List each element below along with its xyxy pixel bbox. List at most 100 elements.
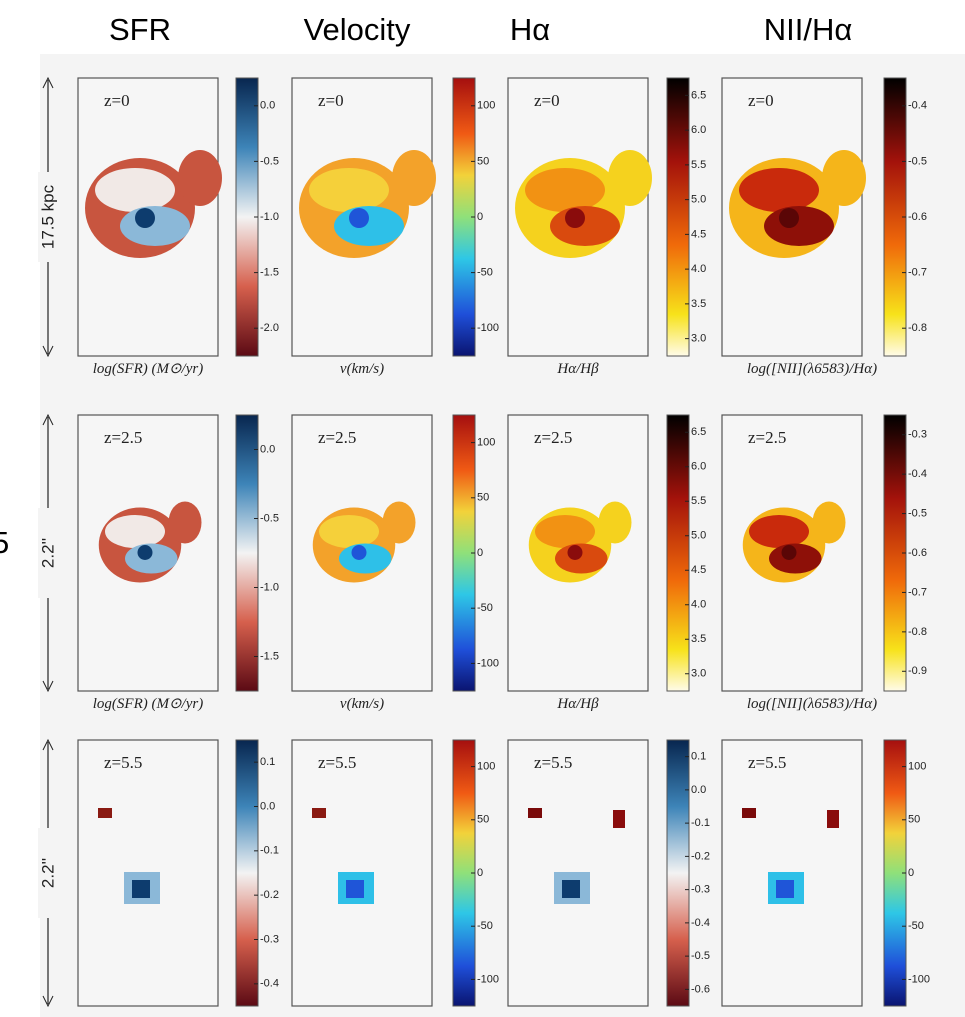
colorbar-tick-label: -50 [477,267,493,279]
map-blob [309,168,389,212]
colorbar-tick-label: 50 [477,492,489,504]
colorbar [667,78,689,356]
colorbar-tick-label: -50 [908,920,924,932]
colorbar-tick-label: 0 [477,867,483,879]
colorbar-tick-label: 6.5 [691,89,706,101]
map-blob [105,515,165,548]
colorbar-tick-label: 0.0 [260,800,275,812]
redshift-label: z=2.5 [318,428,356,447]
colorbar-tick-label: -0.4 [908,468,927,480]
colorbar-tick-label: 50 [477,155,489,167]
colorbar-tick-label: 5.0 [691,194,706,206]
map-blob [169,502,202,544]
map-blob [349,208,369,228]
colorbar-tick-label: -0.6 [908,547,927,559]
colorbar-tick-label: 0.1 [260,756,275,768]
column-header: NII/Hα [764,12,853,47]
redshift-label: z=5.5 [534,753,572,772]
scale-label: 2.2'' [38,538,57,568]
colorbar-tick-label: -0.5 [908,507,927,519]
colorbar-tick-label: -0.1 [260,845,279,857]
map-blob [132,880,150,898]
colorbar-tick-label: 5.0 [691,530,706,542]
colorbar-tick-label: 4.0 [691,599,706,611]
axis-label: Hα/Hβ [556,696,599,712]
colorbar-tick-label: 5.5 [691,159,706,171]
map-blob [822,150,866,206]
map-blob [562,880,580,898]
map-blob [769,544,822,574]
map-blob [813,502,846,544]
colorbar-tick-label: -0.3 [908,429,927,441]
column-header: Hα [510,12,550,47]
map-blob [827,810,839,828]
colorbar-tick-label: 3.5 [691,298,706,310]
colorbar-tick-label: 6.0 [691,124,706,136]
colorbar-tick-label: -100 [477,657,499,669]
colorbar-tick-label: 4.5 [691,564,706,576]
colorbar-tick-label: 3.5 [691,633,706,645]
axis-label: log([NII](λ6583)/Hα) [747,361,877,377]
colorbar-tick-label: -50 [477,602,493,614]
map-blob [764,206,834,246]
colorbar-tick-label: -1.5 [260,650,279,662]
scale-label: 2.2'' [38,858,57,888]
colorbar-tick-label: 0.1 [691,751,706,763]
colorbar [236,740,258,1006]
colorbar-tick-label: -0.6 [908,211,927,223]
redshift-label: z=2.5 [104,428,142,447]
colorbar-tick-label: 0 [908,867,914,879]
colorbar-tick-label: 4.5 [691,228,706,240]
colorbar-tick-label: 50 [908,814,920,826]
colorbar-tick-label: 100 [477,100,495,112]
colorbar-tick-label: -0.2 [260,889,279,901]
colorbar-tick-label: 0.0 [691,784,706,796]
map-blob [749,515,809,548]
map-blob [178,150,222,206]
colorbar-tick-label: 6.0 [691,461,706,473]
redshift-label: z=5.5 [748,753,786,772]
colorbar-tick-label: -2.0 [260,322,279,334]
cropped-text: 5 [0,525,9,560]
colorbar-tick-label: 5.5 [691,495,706,507]
map-blob [608,150,652,206]
column-header: Velocity [304,12,411,47]
colorbar-tick-label: -1.0 [260,581,279,593]
colorbar-tick-label: -0.6 [691,983,710,995]
colorbar-tick-label: -100 [477,322,499,334]
map-blob [550,206,620,246]
colorbar-tick-label: -1.0 [260,211,279,223]
axis-label: v(km/s) [340,361,384,377]
colorbar-tick-label: -0.7 [908,267,927,279]
map-blob [525,168,605,212]
map-blob [120,206,190,246]
redshift-label: z=5.5 [318,753,356,772]
colorbar-tick-label: -0.7 [908,586,927,598]
colorbar-tick-label: -100 [908,973,930,985]
colorbar-tick-label: -0.9 [908,665,927,677]
map-blob [568,545,583,560]
colorbar-tick-label: -0.3 [260,933,279,945]
colorbar [667,740,689,1006]
colorbar-tick-label: -0.5 [260,155,279,167]
colorbar-tick-label: -100 [477,973,499,985]
map-blob [352,545,367,560]
colorbar-tick-label: -0.5 [260,512,279,524]
map-blob [95,168,175,212]
redshift-label: z=2.5 [748,428,786,447]
colorbar-tick-label: 3.0 [691,333,706,345]
map-blob [339,544,392,574]
redshift-label: z=0 [104,91,130,110]
map-blob [565,208,585,228]
colorbar-tick-label: -50 [477,920,493,932]
map-blob [135,208,155,228]
map-blob [346,880,364,898]
map-blob [312,808,326,818]
colorbar-tick-label: 0.0 [260,100,275,112]
colorbar-tick-label: 100 [908,761,926,773]
colorbar-tick-label: -0.2 [691,850,710,862]
map-blob [383,502,416,544]
axis-label: log(SFR) (M⊙/yr) [93,696,203,712]
redshift-label: z=0 [534,91,560,110]
colorbar-tick-label: -0.5 [691,950,710,962]
